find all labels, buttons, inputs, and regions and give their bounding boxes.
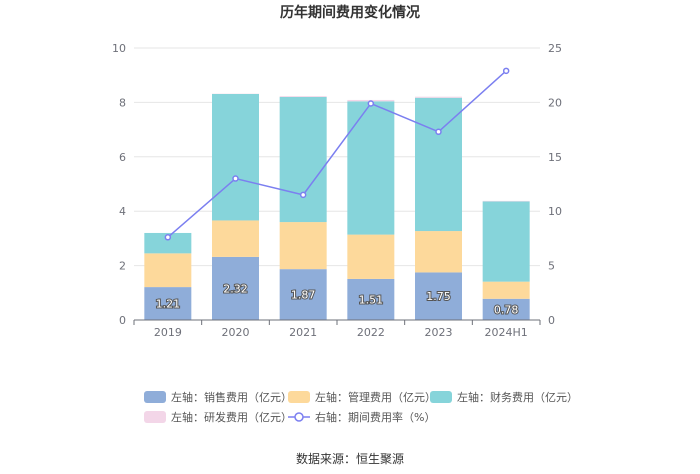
y-left-tick-label: 10: [112, 42, 126, 55]
data-source: 数据来源：恒生聚源: [296, 451, 404, 466]
line-point: [502, 67, 510, 75]
bar-segment: [279, 96, 327, 223]
y-right-tick-label: 15: [548, 151, 562, 164]
bar-segment: [212, 93, 259, 221]
legend-label: 左轴：财务费用（亿元）: [457, 390, 578, 404]
bar-segment: [144, 232, 192, 254]
bar-segment: [482, 201, 530, 282]
legend[interactable]: 左轴：销售费用（亿元） 左轴：管理费用（亿元） 左轴：财务费用（亿元） 左轴：研发费用…: [144, 390, 578, 424]
x-tick-label: 2020: [222, 326, 250, 339]
bar-segment: [347, 101, 395, 235]
y-right-tick-label: 10: [548, 205, 562, 218]
gridlines: [134, 47, 540, 267]
bar-segment: [279, 96, 327, 97]
legend-swatch: [288, 391, 310, 403]
bar-segment: [415, 231, 462, 273]
legend-label: 左轴：销售费用（亿元）: [171, 390, 292, 404]
bar-segment: [279, 269, 327, 320]
y-left-tick-label: 4: [119, 205, 126, 218]
x-tick-label: 2022: [357, 326, 385, 339]
y-left-tick-label: 2: [119, 260, 126, 273]
legend-label: 右轴：期间费用率（%）: [315, 410, 435, 424]
legend-label: 左轴：研发费用（亿元）: [171, 410, 292, 424]
bar-value-label: 1.21: [156, 298, 181, 311]
legend-swatch: [144, 391, 166, 403]
bar-segment: [347, 278, 395, 320]
line-point: [232, 175, 239, 182]
bar-segment: [212, 220, 259, 257]
bar-value-label: 1.51: [359, 293, 384, 306]
line-point: [164, 234, 172, 241]
bar-segment: [347, 234, 395, 279]
bar-value-label: 0.78: [494, 303, 519, 316]
x-tick-label: 2019: [154, 326, 182, 339]
bar-segment: [482, 281, 530, 299]
y-right-tick-label: 25: [548, 42, 562, 55]
y-right-tick-label: 5: [548, 260, 555, 273]
bar-segment: [415, 272, 462, 320]
bar-segment: [144, 253, 192, 288]
y-right-tick-label: 0: [548, 314, 555, 327]
legend-swatch: [430, 391, 452, 403]
legend-line-marker: [294, 412, 304, 422]
y-left-tick-label: 0: [119, 314, 126, 327]
bar-value-label: 1.75: [426, 290, 451, 303]
x-tick-label: 2021: [289, 326, 317, 339]
legend-swatch: [144, 411, 166, 423]
line-point: [435, 128, 442, 136]
line-area: [164, 67, 510, 241]
line-point: [299, 191, 307, 199]
legend-label: 左轴：管理费用（亿元）: [315, 390, 436, 404]
bar-segment: [482, 298, 530, 320]
bar-segment: [144, 287, 192, 320]
chart-title: 历年期间费用变化情况: [280, 4, 420, 21]
line-point: [367, 100, 375, 107]
y-right-tick-label: 20: [548, 96, 562, 109]
bar-segment: [212, 256, 259, 320]
bar-area: 1.21 2.32 1.87 1.51 1.75 0.78: [144, 93, 530, 320]
bar-segment: [415, 96, 462, 98]
bar-segment: [279, 222, 327, 270]
bar-value-label: 2.32: [223, 282, 248, 295]
x-tick-label: 2024H1: [485, 326, 528, 339]
x-tick-label: 2023: [425, 326, 453, 339]
expense-ratio-line: [167, 70, 507, 238]
bar-segment: [482, 200, 530, 202]
y-left-tick-label: 6: [119, 151, 126, 164]
bar-value-label: 1.87: [291, 289, 316, 302]
bar-segment: [415, 97, 462, 232]
y-left-tick-label: 8: [119, 96, 126, 109]
